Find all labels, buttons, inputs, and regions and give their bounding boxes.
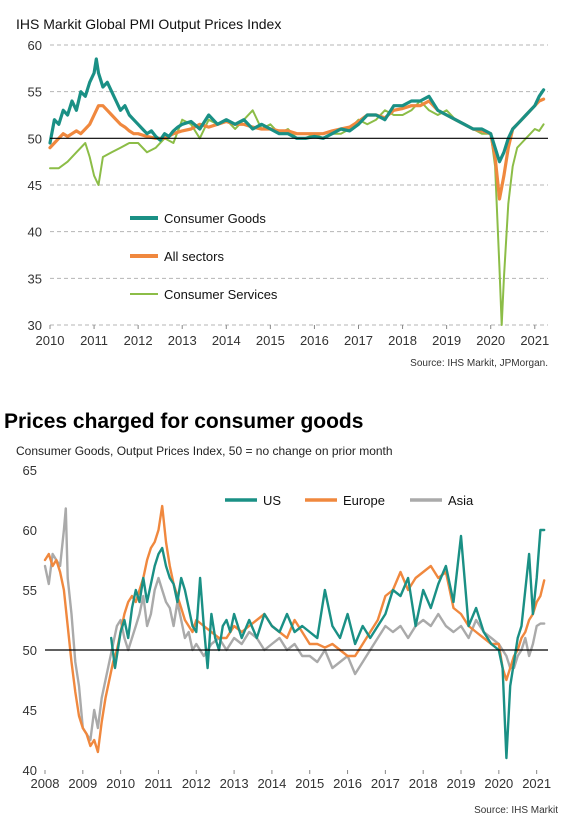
x-tick-label: 2009 — [68, 776, 97, 791]
x-tick-label: 2012 — [124, 333, 153, 348]
y-tick-label: 60 — [28, 38, 42, 53]
x-tick-label: 2013 — [168, 333, 197, 348]
x-tick-label: 2015 — [295, 776, 324, 791]
y-tick-label: 40 — [28, 225, 42, 240]
x-tick-label: 2012 — [182, 776, 211, 791]
x-tick-label: 2011 — [80, 333, 108, 348]
legend-label: US — [263, 493, 281, 508]
chart-1-source: Source: IHS Markit, JPMorgan. — [410, 358, 548, 369]
legend-label: Consumer Services — [164, 287, 278, 302]
legend-label: Europe — [343, 493, 385, 508]
y-tick-label: 60 — [23, 523, 37, 538]
legend-label: All sectors — [164, 249, 224, 264]
y-tick-label: 30 — [28, 318, 42, 333]
legend-label: Asia — [448, 493, 474, 508]
y-tick-label: 55 — [23, 583, 37, 598]
x-tick-label: 2016 — [300, 333, 329, 348]
x-tick-label: 2020 — [484, 776, 513, 791]
chart-2-consumer-goods: Prices charged for consumer goods Consum… — [4, 410, 558, 816]
x-tick-label: 2021 — [522, 776, 551, 791]
x-tick-label: 2015 — [256, 333, 285, 348]
chart-2-series — [43, 504, 548, 774]
x-tick-label: 2018 — [409, 776, 438, 791]
x-tick-label: 2014 — [257, 776, 286, 791]
chart-1-grid — [50, 44, 548, 326]
y-tick-label: 40 — [23, 763, 37, 778]
chart-2-heading: Prices charged for consumer goods — [4, 410, 363, 433]
x-tick-label: 2018 — [388, 333, 417, 348]
series-line-europe — [43, 504, 546, 754]
x-tick-label: 2017 — [371, 776, 400, 791]
x-tick-label: 2021 — [520, 333, 549, 348]
y-tick-label: 50 — [28, 131, 42, 146]
x-tick-label: 2020 — [476, 333, 505, 348]
chart-2-subtitle: Consumer Goods, Output Prices Index, 50 … — [16, 444, 393, 458]
x-tick-label: 2011 — [144, 776, 172, 791]
chart-1-output-prices: IHS Markit Global PMI Output Prices Inde… — [16, 16, 549, 369]
x-tick-label: 2010 — [36, 333, 65, 348]
chart-1-title: IHS Markit Global PMI Output Prices Inde… — [16, 16, 281, 32]
chart-2-y-ticks: 65 60 55 50 45 40 — [23, 463, 37, 778]
y-tick-label: 45 — [28, 178, 42, 193]
x-tick-label: 2014 — [212, 333, 241, 348]
chart-1-x-ticks: 2010 2011 2012 2013 2014 2015 2016 2017 2018 2019… — [36, 333, 550, 348]
series-line-consumer-goods — [48, 57, 546, 164]
chart-2-x-ticks: 2008 2009 2010 2011 2012 2013 2014 2015 2016 2017… — [31, 776, 552, 791]
y-tick-label: 35 — [28, 271, 42, 286]
series-line-all-sectors — [48, 97, 546, 201]
y-tick-label: 55 — [28, 85, 42, 100]
series-line-us — [109, 528, 546, 760]
chart-1-legend: Consumer Goods All sectors Consumer Servic… — [130, 211, 278, 302]
chart-1-series — [48, 57, 548, 329]
x-tick-label: 2019 — [447, 776, 476, 791]
x-tick-label: 2013 — [220, 776, 249, 791]
chart-2-source: Source: IHS Markit — [474, 805, 558, 816]
x-tick-label: 2008 — [31, 776, 60, 791]
chart-1-y-ticks: 60 55 50 45 40 35 30 — [28, 38, 42, 333]
y-tick-label: 50 — [23, 643, 37, 658]
x-tick-label: 2019 — [432, 333, 461, 348]
chart-2-legend: US Europe Asia — [225, 493, 474, 508]
y-tick-label: 45 — [23, 703, 37, 718]
x-tick-label: 2017 — [344, 333, 373, 348]
legend-label: Consumer Goods — [164, 211, 266, 226]
x-tick-label: 2016 — [333, 776, 362, 791]
y-tick-label: 65 — [23, 463, 37, 478]
x-tick-label: 2010 — [106, 776, 135, 791]
